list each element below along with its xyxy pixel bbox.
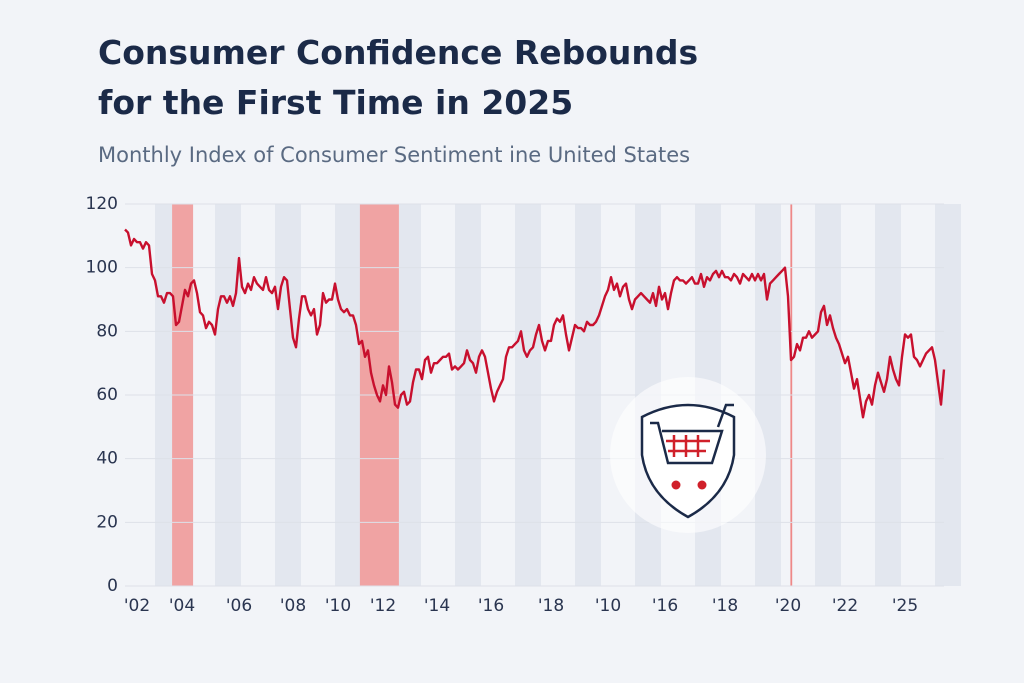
x-tick-label: '10 <box>595 596 621 616</box>
x-tick-label: '10 <box>325 596 351 616</box>
x-tick-label: '22 <box>832 596 858 616</box>
x-tick-label: '12 <box>370 596 396 616</box>
chart-title: Consumer Confidence Rebounds <box>98 33 698 72</box>
line <box>124 228 946 419</box>
y-tick-label: 120 <box>86 194 118 214</box>
y-tick-label: 20 <box>96 512 118 532</box>
x-tick-label: '14 <box>424 596 450 616</box>
x-tick-label: '08 <box>280 596 306 616</box>
y-tick-label: 0 <box>107 576 118 596</box>
y-tick-label: 100 <box>86 258 118 278</box>
x-tick-label: '20 <box>775 596 801 616</box>
x-tick-label: '16 <box>478 596 504 616</box>
chart-title: for the First Time in 2025 <box>98 83 573 122</box>
chart-subtitle: Monthly Index of Consumer Sentiment ine … <box>98 143 690 167</box>
x-tick-label: '04 <box>169 596 195 616</box>
x-tick-label: '02 <box>124 596 150 616</box>
x-tick-label: '16 <box>652 596 678 616</box>
x-tick-label: '25 <box>892 596 918 616</box>
y-tick-label: 80 <box>96 321 118 341</box>
y-tick-label: 60 <box>96 385 118 405</box>
y-tick-label: 40 <box>96 449 118 469</box>
x-tick-label: '06 <box>226 596 252 616</box>
plot: 0 20 40 60 80 100 120 '02 '04 '06 '08 '10 '12 '14 '16 '… <box>86 194 946 616</box>
x-tick-label: '18 <box>538 596 564 616</box>
cart-icon <box>610 377 766 533</box>
x-tick-label: '18 <box>712 596 738 616</box>
